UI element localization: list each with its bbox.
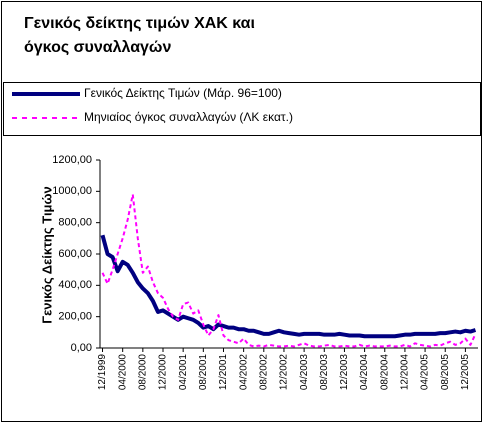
x-tick-label: 04/2001 — [178, 354, 189, 391]
x-tick-label: 12/1999 — [97, 354, 108, 391]
y-tick-label: 200,00 — [58, 311, 92, 323]
x-tick-label: 04/2005 — [420, 354, 431, 391]
x-tick-label: 12/2004 — [400, 354, 411, 391]
series-line — [100, 234, 477, 339]
y-tick-label: 0,00 — [71, 342, 92, 354]
y-tick-label: 800,00 — [58, 217, 92, 229]
x-tick-label: 04/2004 — [359, 354, 370, 391]
x-tick-label: 12/2005 — [460, 354, 471, 391]
y-tick-label: 1000,00 — [52, 185, 92, 197]
x-tick-label: 08/2003 — [319, 354, 330, 391]
x-tick-label: 08/2004 — [379, 354, 390, 391]
legend-label: Μηνιαίος όγκος συναλλαγών (ΛΚ εκατ.) — [84, 110, 293, 124]
x-tick-label: 04/2002 — [238, 354, 249, 391]
y-axis-label: Γενικός Δείκτης Τιμών — [39, 186, 54, 323]
legend — [3, 82, 481, 136]
y-tick-label: 600,00 — [58, 248, 92, 260]
x-tick-label: 12/2000 — [158, 354, 169, 391]
x-tick-label: 12/2002 — [279, 354, 290, 391]
x-tick-label: 08/2000 — [137, 354, 148, 391]
x-tick-label: 08/2002 — [258, 354, 269, 391]
x-tick-label: 04/2000 — [117, 354, 128, 391]
chart-title: Γενικός δείκτης τιμών ΧΑΚ και — [24, 15, 255, 32]
legend-label: Γενικός Δείκτης Τιμών (Μάρ. 96=100) — [84, 86, 282, 100]
y-tick-label: 1200,00 — [52, 154, 92, 166]
x-tick-label: 04/2003 — [299, 354, 310, 391]
x-tick-label: 12/2001 — [218, 354, 229, 391]
x-tick-label: 08/2005 — [440, 354, 451, 391]
chart-title: όγκος συναλλαγών — [24, 39, 171, 56]
series-line — [101, 193, 477, 348]
y-tick-label: 400,00 — [58, 279, 92, 291]
x-tick-label: 12/2003 — [339, 354, 350, 391]
x-tick-label: 08/2001 — [198, 354, 209, 391]
